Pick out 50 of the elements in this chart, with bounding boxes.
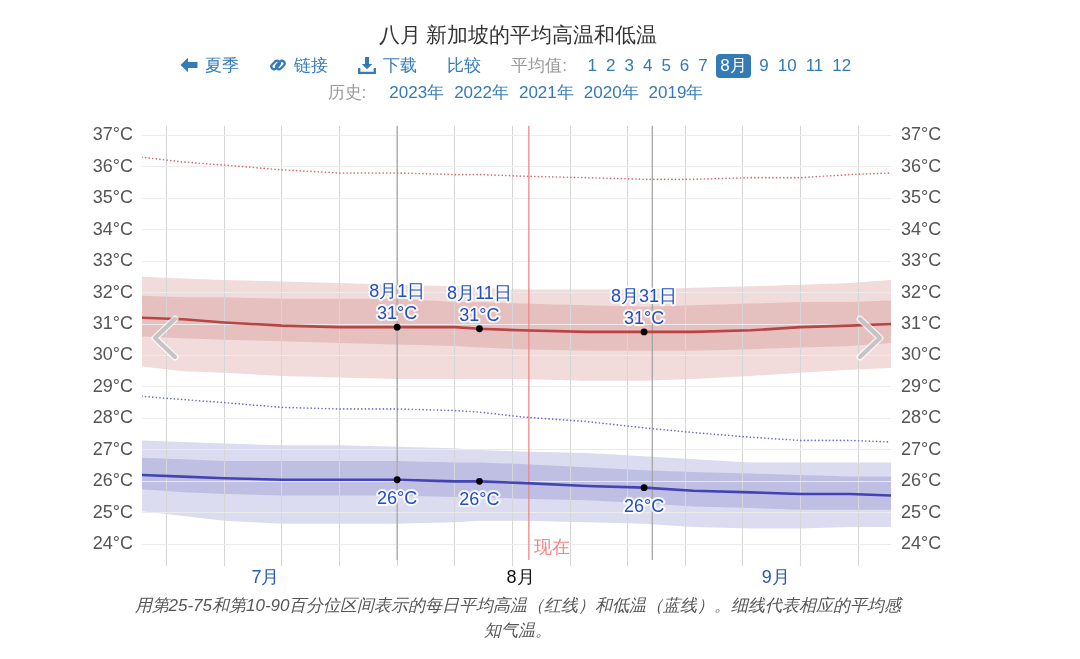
- point: [393, 323, 401, 331]
- y-tick-label: 36°C: [92, 155, 133, 176]
- y-tick-label: 33°C: [92, 250, 133, 271]
- x-tick-label: 7月: [251, 566, 280, 587]
- y2-tick-label: 37°C: [901, 124, 942, 145]
- y-tick-label: 28°C: [92, 407, 133, 428]
- annotation: 8月11日 31°C: [447, 282, 512, 325]
- point: [640, 484, 648, 492]
- y2-tick-label: 27°C: [901, 438, 942, 459]
- y2-tick-label: 35°C: [901, 187, 942, 208]
- y-tick-label: 26°C: [92, 470, 133, 491]
- y-tick-label: 25°C: [92, 501, 133, 522]
- y2-tick-label: 29°C: [901, 375, 942, 396]
- y-tick-label: 34°C: [92, 218, 133, 239]
- y2-tick-label: 26°C: [901, 470, 942, 491]
- line-series: [142, 156, 891, 181]
- annotation: 8月1日 31°C: [369, 281, 426, 324]
- y-tick-label: 24°C: [92, 533, 133, 554]
- chart-title: 八月 新加坡的平均高温和低温: [377, 22, 659, 48]
- y-tick-label: 29°C: [92, 375, 133, 396]
- text: 用第25-75和第10-90百分位区间表示的每日平均高温（红线）和低温（蓝线）。细线代表相应的平均感知气温。: [133, 595, 904, 642]
- y-tick-label: 37°C: [92, 124, 133, 145]
- y2-tick-label: 25°C: [901, 501, 942, 522]
- annotation: 26°C: [459, 489, 500, 510]
- y2-tick-label: 34°C: [901, 218, 942, 239]
- y2-tick-label: 33°C: [901, 250, 942, 271]
- y2-tick-label: 24°C: [901, 533, 942, 554]
- y-tick-label: 35°C: [92, 187, 133, 208]
- x-tick-label: 9月: [761, 566, 790, 587]
- y2-tick-label: 31°C: [901, 312, 942, 333]
- annotation: 8月31日 31°C: [611, 285, 678, 328]
- point: [640, 328, 648, 336]
- line-series: [142, 395, 891, 443]
- y-tick-label: 27°C: [92, 438, 133, 459]
- y2-tick-label: 32°C: [901, 281, 942, 302]
- y2-tick-label: 36°C: [901, 155, 942, 176]
- annotation: 26°C: [377, 487, 418, 508]
- x-tick-label: 8月: [506, 566, 535, 587]
- y2-tick-label: 30°C: [901, 344, 942, 365]
- annotation: 26°C: [623, 495, 665, 516]
- y-tick-label: 32°C: [92, 281, 133, 302]
- point: [476, 325, 483, 333]
- text: 夏季 链接 下载 比较 平均值: 1 2 3 4 5 6 7 8月 9 10 11 12: [205, 55, 852, 75]
- point: [393, 476, 401, 484]
- y2-tick-label: 28°C: [901, 407, 942, 428]
- y-tick-label: 31°C: [92, 312, 133, 333]
- point: [476, 477, 483, 485]
- ref-line-label: 现在: [533, 536, 570, 557]
- text: 历史: 2023年 2022年 2021年 2020年 2019年: [327, 82, 704, 102]
- y-tick-label: 30°C: [92, 344, 133, 365]
